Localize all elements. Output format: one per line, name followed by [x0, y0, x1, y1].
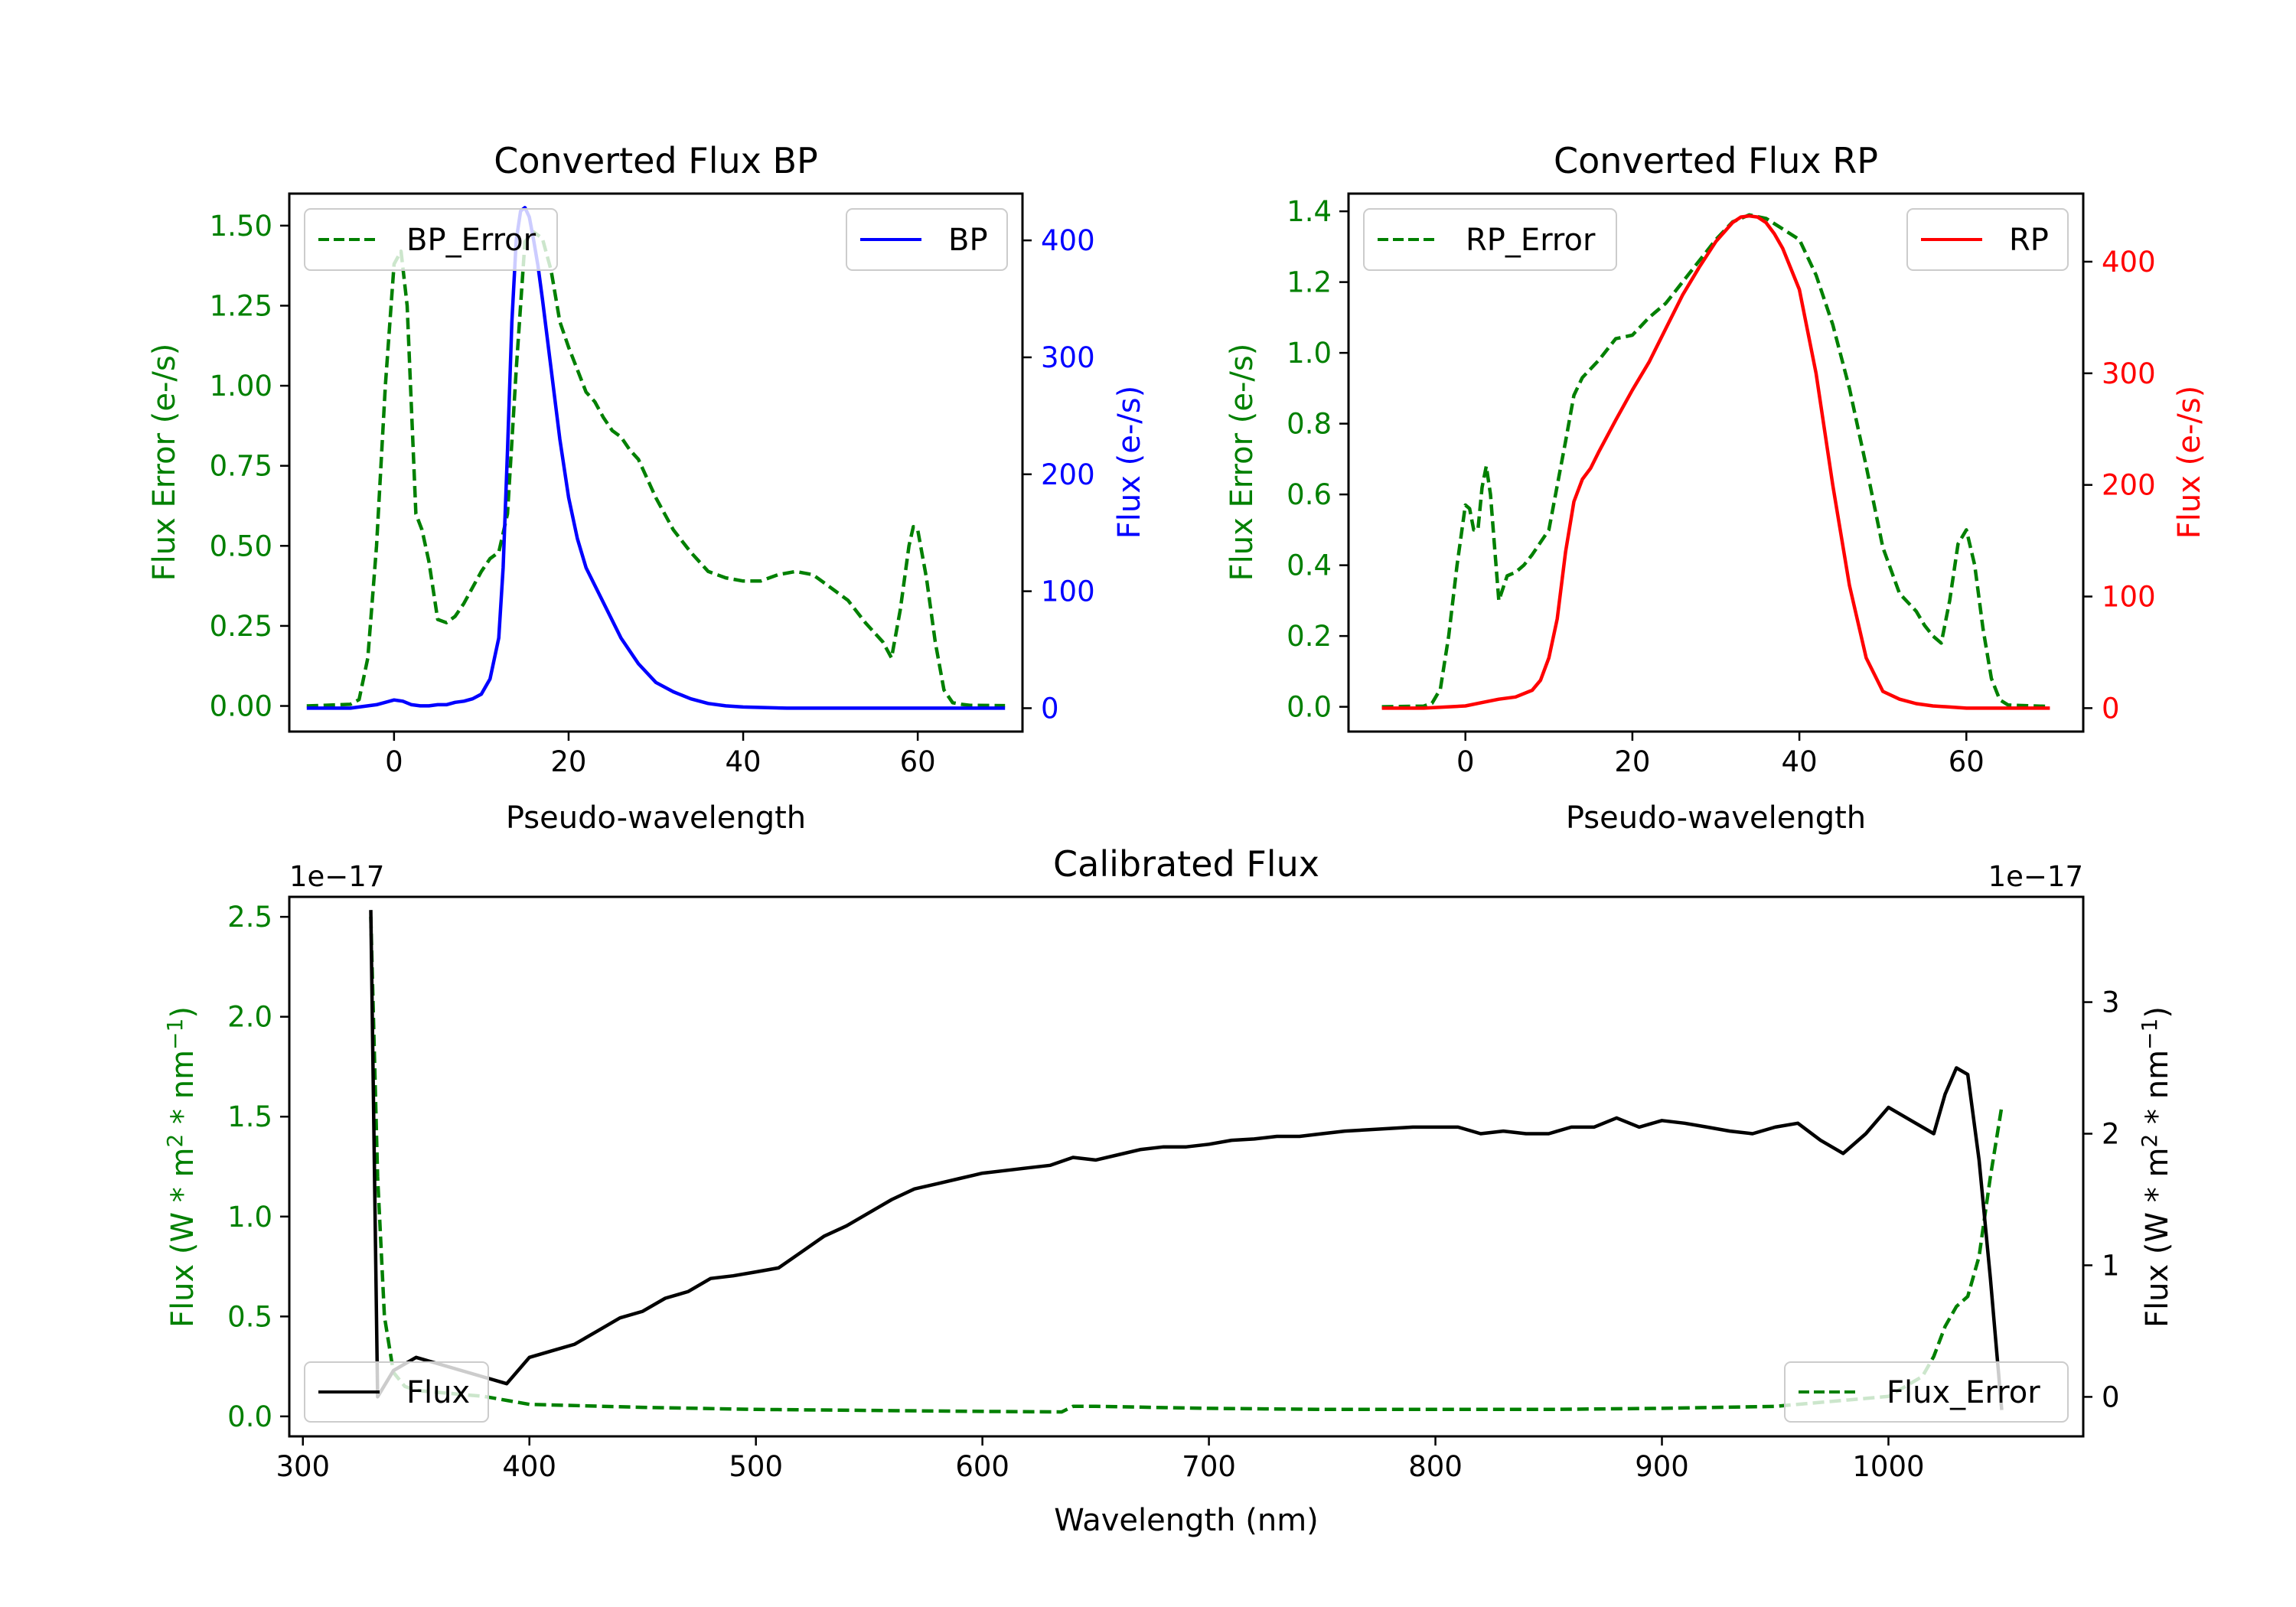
bp-y-left-label: Flux Error (e-/s): [147, 344, 182, 582]
calibrated-y-left-tick-label: 0.5: [227, 1300, 272, 1333]
rp-y-right-tick-label: 400: [2102, 246, 2156, 279]
rp-y-left-tick-label: 1.0: [1287, 337, 1332, 370]
bp-legend-error-label: BP_Error: [406, 223, 536, 258]
bp-x-tick-label: 0: [385, 745, 403, 778]
bp-legend-flux-label: BP: [948, 223, 988, 258]
rp-legend-error-box: [1363, 208, 1617, 271]
calibrated-axes-frame: [288, 895, 2085, 1438]
bp-legend-flux: BP: [846, 208, 1008, 271]
bp-legend-error: BP_Error: [304, 208, 558, 271]
calibrated-x-tick-label: 1000: [1852, 1450, 1924, 1483]
calibrated-title: Calibrated Flux: [1053, 843, 1319, 885]
calibrated-x-tick-label: 600: [955, 1450, 1009, 1483]
calibrated-legend-error-label: Flux_Error: [1887, 1375, 2040, 1410]
bp-y-left-tick-label: 0.25: [210, 610, 272, 643]
rp-y-left-tick-label: 0.8: [1287, 408, 1332, 441]
rp-y-left-tick-label: 1.2: [1287, 266, 1332, 299]
rp-y-left-label: Flux Error (e-/s): [1225, 344, 1260, 582]
rp-series-rp: [1381, 214, 2050, 710]
rp-y-right-tick-label: 300: [2102, 357, 2156, 390]
calibrated-y-right-tick-label: 3: [2102, 986, 2120, 1019]
rp-y-left-tick-label: 0.4: [1287, 549, 1332, 582]
calibrated-x-axis-label: Wavelength (nm): [1054, 1503, 1319, 1538]
rp-x-tick-label: 0: [1456, 745, 1475, 778]
bp-y-left-tick-label: 1.00: [210, 370, 272, 403]
rp-x-tick-label: 60: [1949, 745, 1985, 778]
calibrated-y-left-tick-label: 1.5: [227, 1100, 272, 1133]
rp-y-left-tick-label: 0.0: [1287, 691, 1332, 724]
calibrated-ticks: 300 400 500 600 700 800 900 1000 0.0 0.5 1.0 1.5 2.0…: [227, 901, 2119, 1483]
calibrated-legend-error-box: [1784, 1361, 2069, 1423]
bp-x-tick-label: 40: [726, 745, 762, 778]
rp-x-tick-label: 40: [1782, 745, 1818, 778]
bp-legend-error-box: [304, 208, 558, 271]
bp-x-tick-label: 20: [550, 745, 586, 778]
calibrated-y-right-tick-label: 0: [2102, 1380, 2120, 1413]
bp-y-left-tick-label: 1.50: [210, 210, 272, 243]
rp-legend-flux: RP: [1906, 208, 2069, 271]
bp-y-right-tick-label: 200: [1041, 458, 1095, 491]
rp-y-right-label: Flux (e-/s): [2172, 386, 2207, 539]
rp-ticks: 0 20 40 60 0.0 0.2 0.4 0.6 0.8 1.0 1.2 1.4 0 100 200 30…: [1287, 195, 2155, 778]
rp-y-right-tick-label: 200: [2102, 469, 2156, 502]
rp-axes-frame: [1347, 192, 2085, 733]
rp-y-left-tick-label: 0.2: [1287, 620, 1332, 653]
calibrated-y-left-tick-label: 1.0: [227, 1201, 272, 1234]
bp-series-bp-error: [306, 230, 1006, 708]
rp-lines: [1381, 213, 2050, 710]
bp-y-left-tick-label: 0.00: [210, 690, 272, 723]
rp-x-tick-label: 20: [1614, 745, 1650, 778]
calibrated-y-left-tick-label: 2.5: [227, 901, 272, 934]
rp-legend-flux-label: RP: [2009, 223, 2049, 258]
bp-ticks: 0 20 40 60 0.00 0.25 0.50 0.75 1.00 1.25 1.50 0 100 2…: [210, 210, 1095, 778]
calibrated-offset-right: 1e−17: [1988, 860, 2083, 893]
calibrated-series-flux: [369, 910, 2004, 1410]
bp-x-axis-label: Pseudo-wavelength: [506, 800, 806, 836]
calibrated-y-left-tick-label: 0.0: [227, 1400, 272, 1433]
calibrated-y-right-label: Flux (W * m2 * nm−1): [2137, 1006, 2175, 1328]
bp-y-right-label: Flux (e-/s): [1112, 386, 1147, 539]
calibrated-x-tick-label: 700: [1182, 1450, 1236, 1483]
bp-y-left-tick-label: 0.50: [210, 530, 272, 562]
bp-axes-frame: [288, 192, 1024, 733]
calibrated-y-left-tick-label: 2.0: [227, 1001, 272, 1034]
calibrated-panel: Calibrated Flux 1e−17 1e−17 300 400 500 600…: [162, 843, 2175, 1538]
rp-series-rp-error: [1381, 213, 2050, 709]
rp-x-axis-label: Pseudo-wavelength: [1566, 800, 1866, 836]
bp-y-right-tick-label: 100: [1041, 575, 1095, 608]
calibrated-offset-left: 1e−17: [289, 860, 384, 893]
calibrated-x-tick-label: 400: [502, 1450, 556, 1483]
calibrated-legend-flux-label: Flux: [406, 1375, 470, 1410]
rp-y-right-tick-label: 100: [2102, 581, 2156, 614]
rp-y-left-tick-label: 0.6: [1287, 478, 1332, 511]
calibrated-x-tick-label: 900: [1635, 1450, 1689, 1483]
calibrated-legend-error: Flux_Error: [1784, 1361, 2069, 1423]
rp-legend-flux-box: [1906, 208, 2069, 271]
rp-y-right-tick-label: 0: [2102, 692, 2120, 725]
calibrated-y-left-label: Flux (W * m2 * nm−1): [162, 1006, 201, 1328]
calibrated-x-tick-label: 300: [276, 1450, 330, 1483]
bp-x-tick-label: 60: [900, 745, 936, 778]
bp-panel: Converted Flux BP 0 20 40 60 0.00 0.25 0.50 0.7…: [147, 140, 1147, 836]
bp-title: Converted Flux BP: [494, 140, 818, 181]
bp-y-right-tick-label: 0: [1041, 692, 1059, 725]
rp-title: Converted Flux RP: [1554, 140, 1878, 181]
calibrated-x-tick-label: 500: [729, 1450, 783, 1483]
calibrated-x-tick-label: 800: [1408, 1450, 1463, 1483]
rp-legend-error-label: RP_Error: [1466, 223, 1596, 258]
rp-panel: Converted Flux RP 0 20 40 60 0.0 0.2 0.4 0.6 0.8…: [1225, 140, 2207, 836]
calibrated-legend-flux: Flux: [304, 1361, 489, 1423]
bp-y-left-tick-label: 1.25: [210, 289, 272, 322]
calibrated-legend-flux-box: [304, 1361, 489, 1423]
bp-y-right-tick-label: 300: [1041, 341, 1095, 374]
rp-y-left-tick-label: 1.4: [1287, 195, 1332, 228]
rp-legend-error: RP_Error: [1363, 208, 1617, 271]
bp-legend-flux-box: [846, 208, 1008, 271]
bp-y-right-tick-label: 400: [1041, 224, 1095, 257]
calibrated-y-right-tick-label: 1: [2102, 1249, 2120, 1282]
calibrated-y-right-tick-label: 2: [2102, 1118, 2120, 1151]
bp-y-left-tick-label: 0.75: [210, 450, 272, 483]
